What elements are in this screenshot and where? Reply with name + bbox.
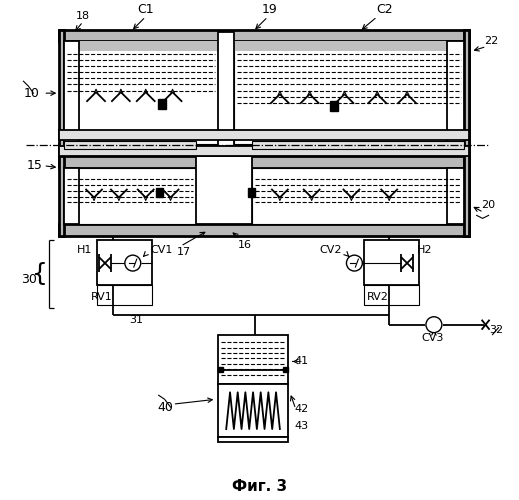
Bar — [218, 334, 288, 384]
Bar — [196, 156, 252, 224]
Text: 30: 30 — [21, 274, 37, 286]
Bar — [59, 144, 469, 156]
Bar — [59, 156, 64, 236]
Text: 10: 10 — [23, 86, 39, 100]
Text: CV1: CV1 — [151, 245, 173, 255]
Bar — [218, 437, 288, 442]
Text: CV3: CV3 — [422, 332, 444, 342]
Text: RV2: RV2 — [367, 292, 389, 302]
Bar — [218, 368, 223, 372]
Text: 20: 20 — [482, 200, 496, 210]
Text: H1: H1 — [77, 245, 92, 255]
Text: 15: 15 — [26, 159, 43, 172]
Text: 42: 42 — [295, 404, 309, 414]
Text: 32: 32 — [489, 324, 503, 334]
Bar — [64, 168, 196, 224]
Bar — [234, 42, 463, 51]
Text: 17: 17 — [176, 247, 190, 257]
Bar — [252, 141, 463, 149]
Bar — [447, 42, 463, 144]
Bar — [248, 188, 255, 196]
Bar — [59, 224, 469, 236]
Bar — [64, 42, 79, 144]
Bar — [64, 42, 218, 51]
Bar — [252, 168, 463, 224]
Bar — [218, 384, 288, 437]
Text: 19: 19 — [262, 3, 278, 16]
Bar — [156, 188, 162, 196]
Bar — [234, 42, 463, 144]
Text: RV1: RV1 — [91, 292, 113, 302]
Bar — [59, 30, 469, 42]
Text: C2: C2 — [376, 3, 392, 16]
Bar — [59, 146, 469, 156]
Text: 31: 31 — [129, 314, 143, 324]
Bar — [218, 32, 234, 156]
Text: 40: 40 — [158, 400, 173, 413]
Bar — [59, 130, 469, 140]
Bar — [283, 368, 288, 372]
Bar — [463, 30, 469, 236]
Text: 16: 16 — [238, 240, 252, 250]
Bar — [463, 156, 469, 236]
Circle shape — [347, 255, 362, 271]
Bar — [97, 240, 152, 285]
Text: CV2: CV2 — [319, 245, 342, 255]
Circle shape — [125, 255, 141, 271]
Text: 18: 18 — [76, 10, 90, 20]
Bar — [64, 42, 218, 144]
Text: 22: 22 — [484, 36, 499, 46]
Bar — [364, 285, 419, 305]
Circle shape — [426, 317, 442, 332]
Bar — [97, 285, 152, 305]
Bar — [59, 30, 64, 156]
Bar — [463, 30, 469, 156]
Bar — [158, 99, 166, 109]
Text: {: { — [32, 262, 47, 286]
Bar — [330, 101, 337, 111]
Bar — [364, 240, 419, 285]
Text: Фиг. 3: Фиг. 3 — [233, 479, 288, 494]
Text: C1: C1 — [138, 3, 154, 16]
Bar — [447, 168, 463, 224]
Bar — [59, 156, 469, 168]
Bar — [64, 141, 196, 149]
Text: 41: 41 — [295, 356, 309, 366]
Text: 43: 43 — [295, 421, 309, 431]
Bar — [64, 168, 79, 224]
Text: H2: H2 — [417, 245, 432, 255]
